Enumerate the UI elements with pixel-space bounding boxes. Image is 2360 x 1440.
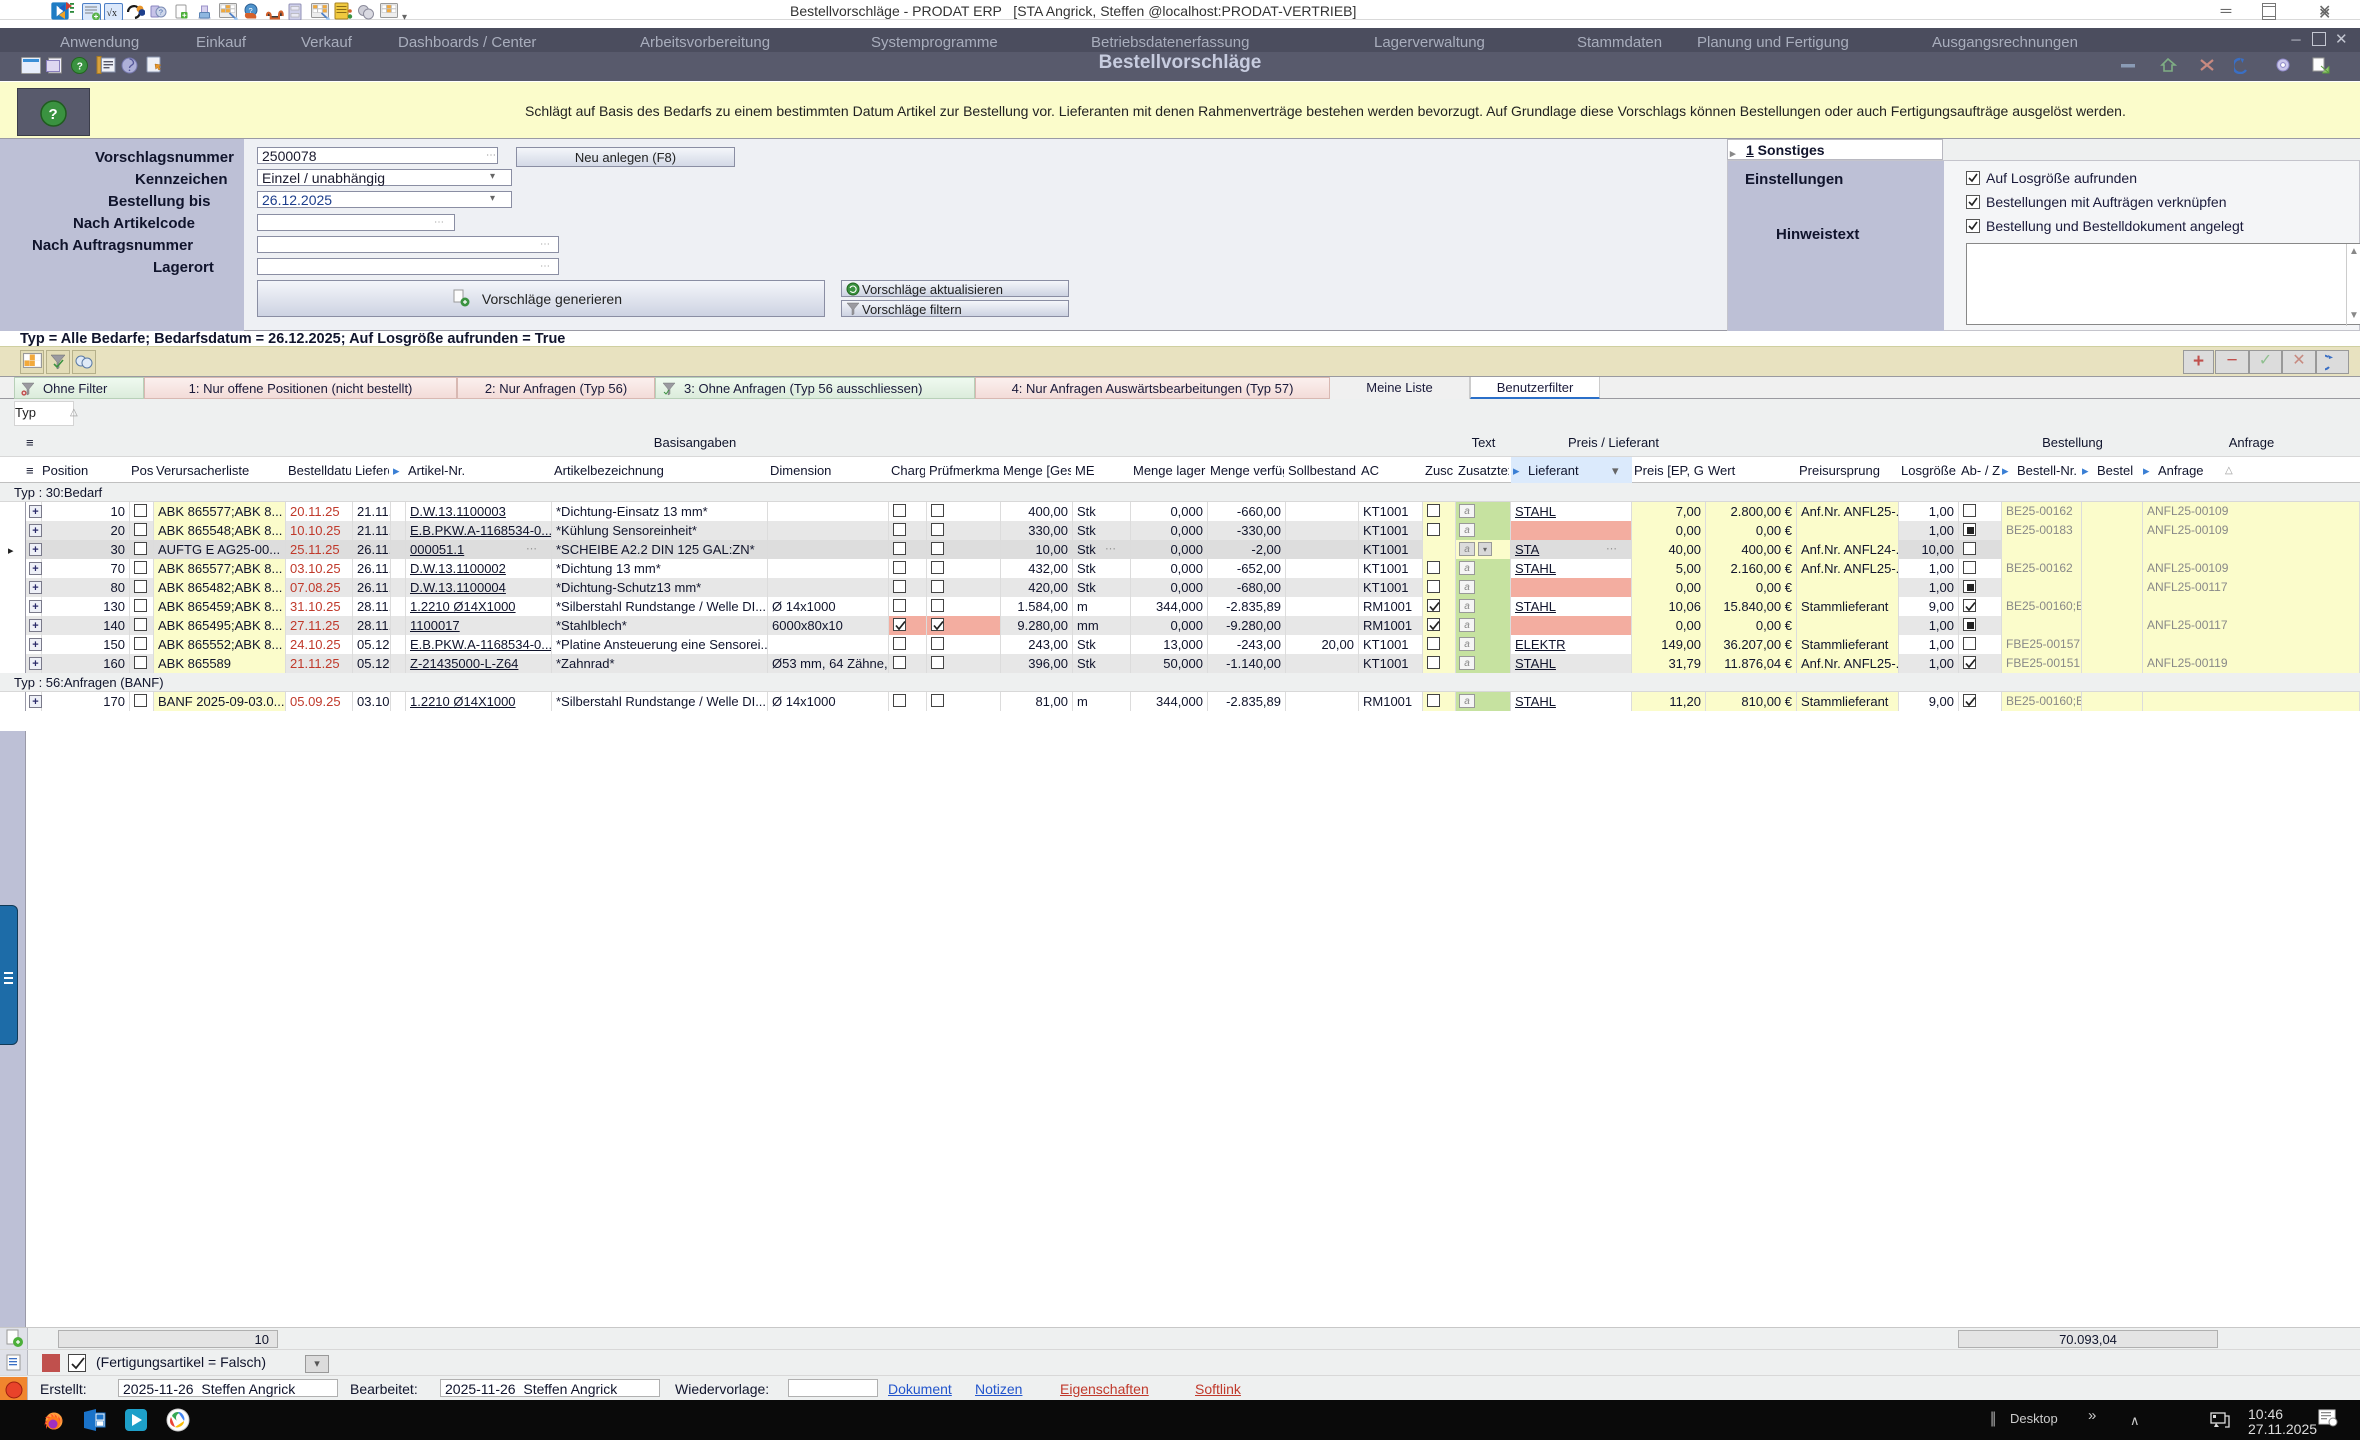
svg-text:?: ?: [49, 106, 58, 123]
svg-text:√x: √x: [107, 8, 118, 19]
svg-text:?: ?: [159, 8, 163, 17]
